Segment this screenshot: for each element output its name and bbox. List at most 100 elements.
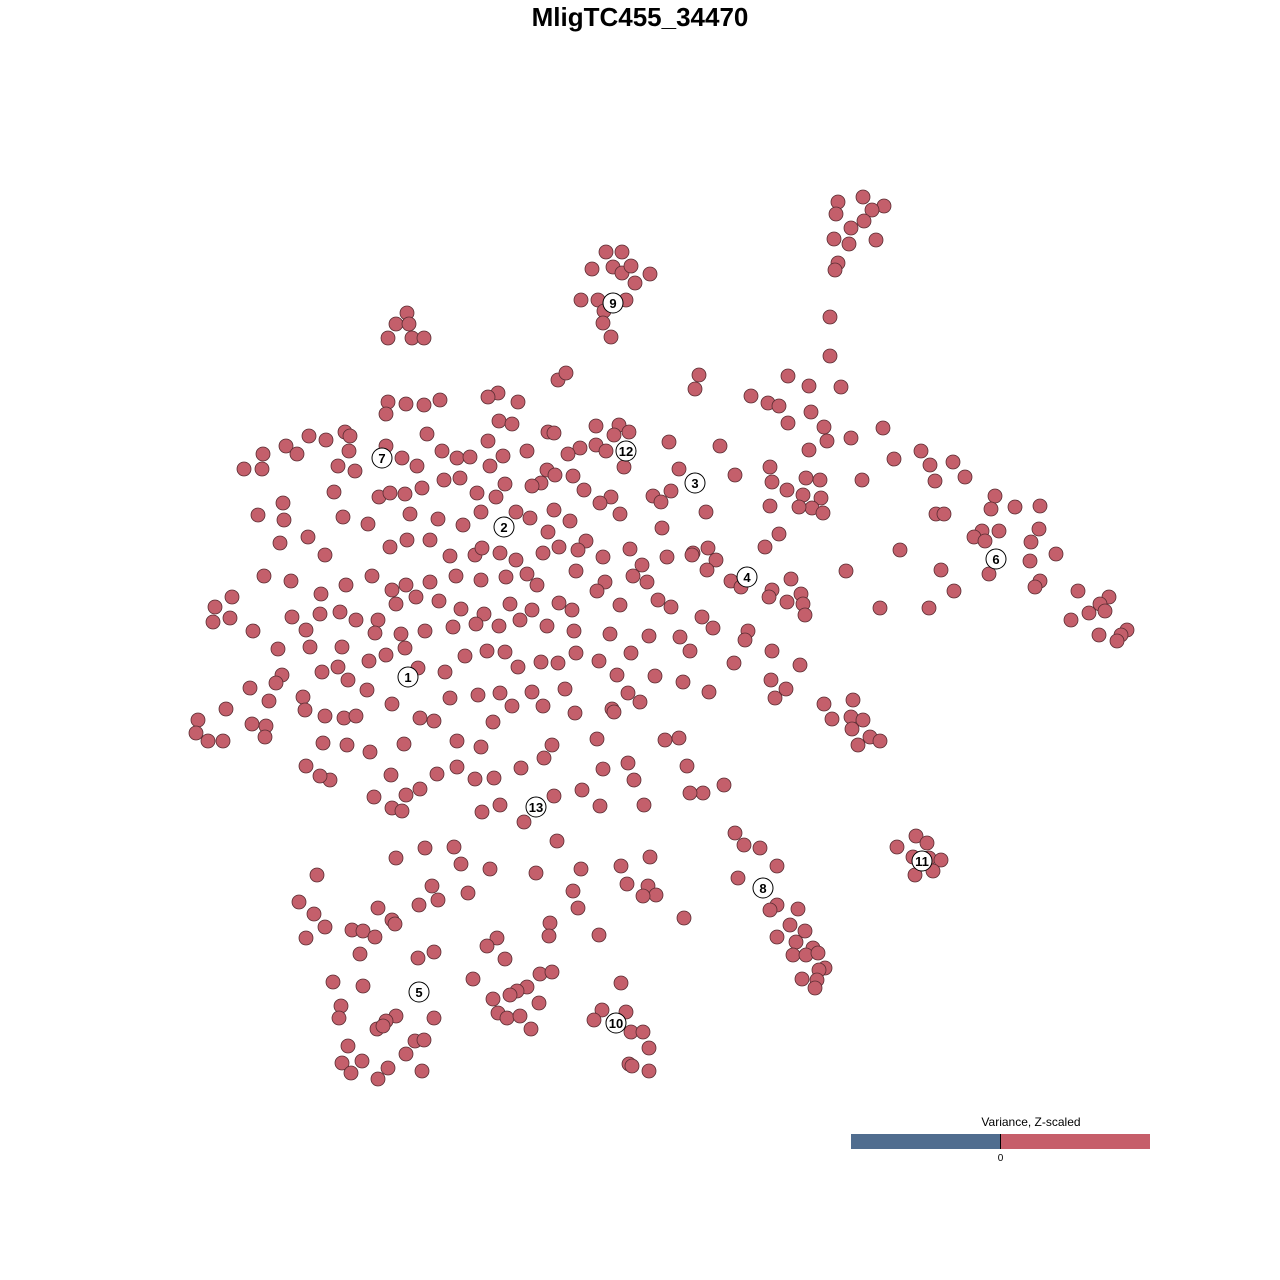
- data-point: [764, 643, 780, 659]
- data-point: [416, 397, 432, 413]
- cluster-label-text: 6: [992, 552, 999, 567]
- data-point: [565, 883, 581, 899]
- data-point: [752, 840, 768, 856]
- data-point: [546, 502, 562, 518]
- data-point: [919, 835, 935, 851]
- data-point: [843, 430, 859, 446]
- data-point: [854, 472, 870, 488]
- legend-tick-label: 0: [997, 1153, 1004, 1164]
- data-point: [558, 365, 574, 381]
- data-point: [1109, 633, 1125, 649]
- cluster-label-3: 3: [684, 472, 706, 494]
- data-point: [361, 653, 377, 669]
- data-point: [348, 612, 364, 628]
- data-point: [393, 626, 409, 642]
- data-point: [473, 504, 489, 520]
- data-point: [576, 482, 592, 498]
- data-point: [297, 702, 313, 718]
- data-point: [983, 501, 999, 517]
- cluster-label-text: 10: [609, 1016, 623, 1031]
- cluster-label-text: 1: [404, 670, 411, 685]
- data-point: [875, 420, 891, 436]
- data-point: [491, 413, 507, 429]
- data-point: [657, 732, 673, 748]
- data-point: [476, 606, 492, 622]
- data-point: [460, 885, 476, 901]
- data-point: [635, 888, 651, 904]
- legend-high-segment: [1000, 1134, 1150, 1149]
- data-point: [445, 619, 461, 635]
- data-point: [528, 865, 544, 881]
- data-point: [675, 674, 691, 690]
- data-point: [491, 618, 507, 634]
- data-point: [401, 316, 417, 332]
- data-point: [815, 505, 831, 521]
- data-point: [769, 858, 785, 874]
- cluster-label-12: 12: [615, 440, 637, 462]
- data-point: [448, 568, 464, 584]
- data-point: [764, 474, 780, 490]
- data-point: [682, 643, 698, 659]
- data-point: [497, 644, 513, 660]
- data-point: [531, 995, 547, 1011]
- data-point: [803, 404, 819, 420]
- data-point: [539, 618, 555, 634]
- data-point: [1091, 627, 1107, 643]
- data-point: [479, 938, 495, 954]
- data-point: [620, 685, 636, 701]
- data-point: [676, 910, 692, 926]
- data-point: [399, 532, 415, 548]
- data-point: [398, 787, 414, 803]
- cluster-label-badge: [752, 877, 774, 899]
- data-point: [1031, 521, 1047, 537]
- data-point: [663, 599, 679, 615]
- data-point: [592, 495, 608, 511]
- data-point: [769, 929, 785, 945]
- data-point: [1048, 546, 1064, 562]
- data-point: [486, 770, 502, 786]
- data-point: [348, 708, 364, 724]
- data-point: [366, 789, 382, 805]
- data-point: [524, 684, 540, 700]
- data-point: [275, 495, 291, 511]
- data-point: [417, 840, 433, 856]
- data-point: [360, 516, 376, 532]
- data-point: [650, 592, 666, 608]
- data-point: [205, 614, 221, 630]
- data-point: [641, 1063, 657, 1079]
- data-point: [737, 632, 753, 648]
- data-point: [933, 562, 949, 578]
- data-point: [388, 850, 404, 866]
- data-point: [606, 427, 622, 443]
- data-point: [300, 529, 316, 545]
- cluster-label-badge: [911, 850, 933, 872]
- data-point: [833, 379, 849, 395]
- data-point: [504, 698, 520, 714]
- data-point: [790, 901, 806, 917]
- data-point: [298, 930, 314, 946]
- cluster-label-13: 13: [525, 796, 547, 818]
- cluster-label-text: 5: [415, 985, 422, 1000]
- data-point: [542, 915, 558, 931]
- cluster-label-badge: [605, 1012, 627, 1034]
- data-point: [824, 711, 840, 727]
- data-point: [595, 315, 611, 331]
- data-point: [480, 389, 496, 405]
- data-point: [359, 682, 375, 698]
- data-point: [573, 292, 589, 308]
- data-point: [981, 566, 997, 582]
- data-point: [562, 513, 578, 529]
- data-point: [284, 609, 300, 625]
- data-point: [927, 473, 943, 489]
- data-point: [268, 675, 284, 691]
- data-point: [289, 446, 305, 462]
- data-point: [908, 828, 924, 844]
- cluster-label-text: 7: [378, 451, 385, 466]
- data-point: [547, 467, 563, 483]
- data-point: [354, 1053, 370, 1069]
- data-point: [761, 589, 777, 605]
- data-point: [398, 577, 414, 593]
- data-point: [502, 987, 518, 1003]
- data-point: [317, 547, 333, 563]
- data-point: [384, 696, 400, 712]
